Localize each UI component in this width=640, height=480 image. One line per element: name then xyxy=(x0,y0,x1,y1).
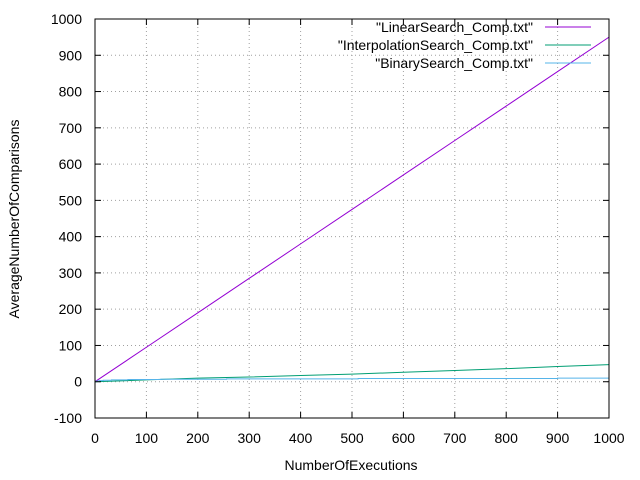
y-tick-label: 800 xyxy=(59,84,83,100)
series-layer xyxy=(94,36,610,383)
x-tick-label: 100 xyxy=(135,430,159,446)
y-tick-label: 300 xyxy=(59,265,83,281)
y-tick-label: -100 xyxy=(54,410,82,426)
series-line-2 xyxy=(95,377,609,383)
y-tick-label: 600 xyxy=(59,156,83,172)
legend-entry-label: "LinearSearch_Comp.txt" xyxy=(376,19,533,35)
plot-frame xyxy=(94,18,610,419)
x-tick-label: 800 xyxy=(495,430,519,446)
grid xyxy=(95,19,609,418)
legend-entry-label: "BinarySearch_Comp.txt" xyxy=(375,55,533,71)
x-tick-label: 900 xyxy=(546,430,570,446)
y-tick-label: 700 xyxy=(59,120,83,136)
legend-entry-label: "InterpolationSearch_Comp.txt" xyxy=(338,37,533,53)
y-tick-label: 1000 xyxy=(51,11,82,27)
y-tick-label: 0 xyxy=(74,374,82,390)
x-tick-label: 600 xyxy=(392,430,416,446)
x-tick-label: 400 xyxy=(289,430,313,446)
y-tick-label: 200 xyxy=(59,301,83,317)
x-axis-label: NumberOfExecutions xyxy=(284,457,417,473)
y-tick-label: 100 xyxy=(59,337,83,353)
axis-ticks: 0 100 200 300 400 500 600 700 800 900 1000 -100 0 100… xyxy=(51,11,625,446)
x-tick-label: 700 xyxy=(443,430,467,446)
x-tick-label: 300 xyxy=(238,430,262,446)
x-tick-label: 500 xyxy=(340,430,364,446)
y-tick-label: 900 xyxy=(59,47,83,63)
x-tick-label: 200 xyxy=(186,430,210,446)
y-axis-label: AverageNumberOfComparisons xyxy=(6,120,22,319)
series-line-0 xyxy=(94,36,610,383)
x-tick-label: 0 xyxy=(91,430,99,446)
x-tick-label: 1000 xyxy=(593,430,624,446)
legend: "LinearSearch_Comp.txt" "InterpolationSea… xyxy=(338,19,591,71)
y-tick-label: 500 xyxy=(59,192,83,208)
y-tick-label: 400 xyxy=(59,229,83,245)
